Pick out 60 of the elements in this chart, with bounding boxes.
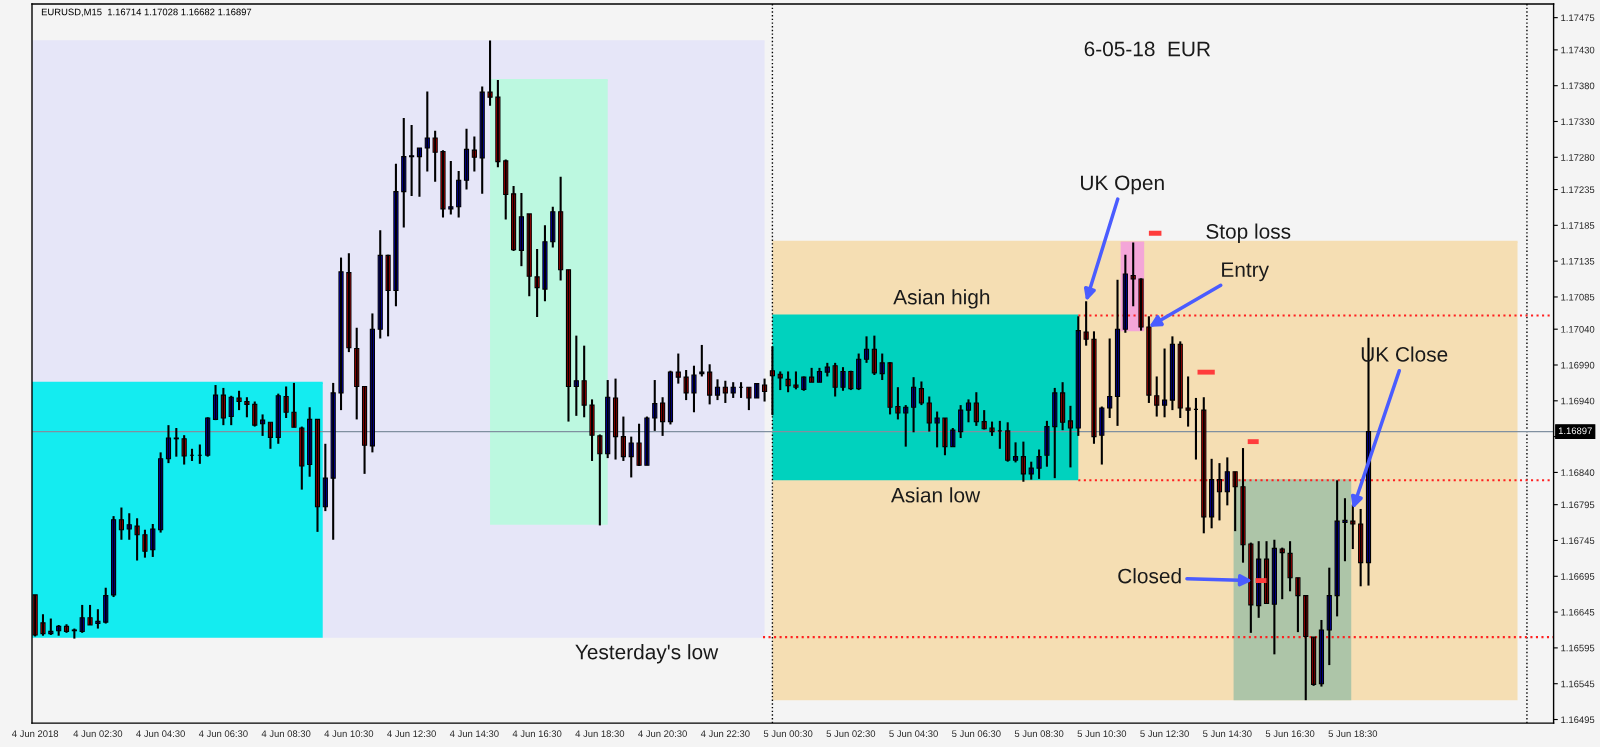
x-tick-label: 5 Jun 00:30: [763, 730, 813, 737]
candlestick: [87, 603, 93, 627]
y-tick-label: 1.16990: [1561, 361, 1595, 369]
annotation: Yesterday's low: [575, 644, 719, 664]
y-tick-label: 1.16940: [1561, 397, 1595, 405]
candlestick: [934, 410, 940, 449]
x-tick-label: 5 Jun 06:30: [952, 730, 1001, 737]
y-tick-label: 1.16795: [1561, 501, 1595, 509]
annotation: Entry: [1222, 262, 1269, 282]
x-tick-label: 5 Jun 16:30: [1265, 730, 1315, 737]
y-tick-label: 1.16495: [1561, 716, 1595, 724]
y-tick-label: 1.17430: [1561, 46, 1595, 54]
annotation: Closed: [1118, 568, 1181, 584]
candlestick: [1350, 503, 1356, 551]
x-tick-label: 5 Jun 14:30: [1203, 730, 1252, 737]
annotation: Asian low: [891, 487, 981, 503]
x-tick-label: 5 Jun 04:30: [889, 730, 938, 737]
x-tick-label: 4 Jun 10:30: [324, 730, 374, 737]
y-tick-label: 1.17280: [1561, 154, 1595, 161]
y-tick-label: 1.16545: [1561, 680, 1595, 688]
candlestick: [487, 39, 493, 107]
y-tick-label: 1.16745: [1561, 537, 1595, 544]
y-tick-label: 1.16840: [1561, 469, 1595, 476]
ref-line-label: 1.16897: [1558, 427, 1592, 435]
y-tick-label: 1.17475: [1561, 14, 1595, 22]
x-tick-label: 4 Jun 12:30: [387, 730, 436, 737]
x-tick-label: 4 Jun 20:30: [638, 730, 687, 737]
y-tick-label: 1.17235: [1561, 186, 1595, 194]
x-tick-label: 4 Jun 2018: [11, 730, 59, 737]
x-tick-label: 5 Jun 12:30: [1140, 730, 1189, 737]
x-tick-label: 5 Jun 02:30: [826, 730, 876, 737]
x-tick-label: 4 Jun 04:30: [136, 730, 185, 737]
y-tick-label: 1.17085: [1561, 293, 1595, 301]
x-tick-label: 4 Jun 16:30: [512, 730, 562, 737]
y-tick-label: 1.17330: [1561, 118, 1595, 126]
annotation: Asian high: [893, 289, 990, 309]
candlestick: [448, 159, 454, 216]
y-tick-label: 1.16595: [1561, 644, 1595, 652]
x-tick-label: 4 Jun 18:30: [575, 730, 625, 737]
candlestick: [1185, 375, 1191, 428]
x-tick-label: 4 Jun 02:30: [73, 730, 123, 737]
x-tick-label: 5 Jun 08:30: [1014, 730, 1064, 737]
x-tick-label: 4 Jun 08:30: [261, 730, 311, 737]
x-tick-label: 4 Jun 22:30: [700, 730, 750, 737]
x-tick-label: 4 Jun 14:30: [449, 730, 499, 737]
annotation: UK Open: [1081, 175, 1164, 195]
annotation: Stop loss: [1206, 223, 1291, 243]
y-tick-label: 1.17380: [1561, 82, 1595, 90]
x-tick-label: 5 Jun 10:30: [1077, 730, 1127, 737]
x-tick-label: 5 Jun 18:30: [1328, 730, 1378, 737]
y-tick-label: 1.17040: [1561, 326, 1595, 333]
y-tick-label: 1.17185: [1561, 222, 1595, 229]
chart-title: EURUSD,M15 1.16714 1.17028 1.16682 1.16897: [41, 8, 252, 17]
y-tick-label: 1.17135: [1561, 257, 1595, 265]
y-tick-label: 1.16695: [1561, 573, 1595, 580]
candlestick: [754, 382, 760, 399]
y-tick-label: 1.16645: [1561, 608, 1595, 616]
annotation: 6-05-18 EUR: [1084, 41, 1211, 57]
candlestick: [793, 370, 799, 391]
x-tick-label: 4 Jun 06:30: [198, 730, 248, 737]
